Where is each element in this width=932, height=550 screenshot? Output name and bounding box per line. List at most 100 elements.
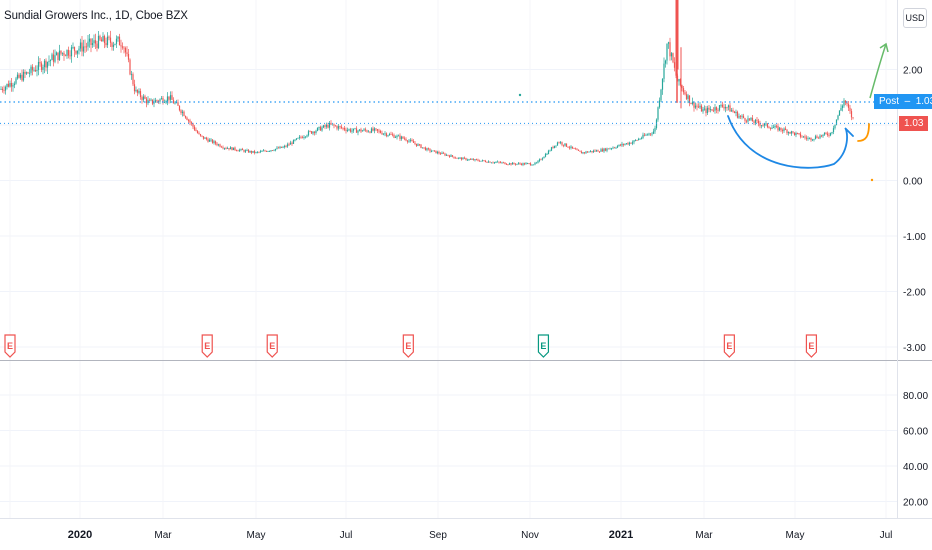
candle-body xyxy=(183,111,185,116)
candle-body xyxy=(154,100,157,103)
candle-body xyxy=(546,154,548,155)
candle-body xyxy=(432,150,434,152)
candle-body xyxy=(598,151,601,153)
candle-body xyxy=(844,100,847,103)
candle-body xyxy=(265,151,268,152)
candle-body xyxy=(520,163,523,165)
candle-body xyxy=(759,123,761,126)
candle-body xyxy=(145,98,148,104)
candle-body xyxy=(189,120,191,123)
candle-body xyxy=(793,132,796,136)
candle-body xyxy=(754,119,757,123)
candle-body xyxy=(97,35,100,49)
candle-body xyxy=(489,161,491,163)
candle-body xyxy=(538,159,541,161)
earnings-marker-shape xyxy=(805,334,818,358)
candle-body xyxy=(574,148,577,150)
earnings-marker[interactable]: E xyxy=(537,334,550,358)
handle-curve-drawing[interactable] xyxy=(857,123,870,142)
candle-body xyxy=(355,128,358,133)
candle-body xyxy=(324,125,326,127)
candle-body xyxy=(142,96,145,100)
candle-body xyxy=(814,136,817,139)
candle-body xyxy=(486,162,488,163)
candle-body xyxy=(108,36,110,38)
candle-body xyxy=(717,110,719,111)
candle-body xyxy=(349,129,352,132)
candle-body xyxy=(180,110,182,114)
earnings-marker[interactable]: E xyxy=(805,334,818,358)
candle-body xyxy=(30,66,32,73)
candle-body xyxy=(771,127,773,129)
candle-body xyxy=(819,135,821,139)
candle-body xyxy=(237,150,239,152)
candle-body xyxy=(150,99,152,101)
candle-body xyxy=(337,126,340,129)
candle-body xyxy=(169,95,172,100)
candle-body xyxy=(816,136,818,138)
earnings-marker[interactable]: E xyxy=(4,334,16,358)
candle-body xyxy=(409,139,412,141)
candle-body xyxy=(307,131,310,136)
candle-body xyxy=(199,134,202,136)
candle-body xyxy=(433,150,436,152)
candle-body xyxy=(162,98,164,103)
candle-body xyxy=(774,125,776,128)
earnings-marker[interactable]: E xyxy=(201,334,213,358)
candle-body xyxy=(90,38,92,45)
candle-body xyxy=(370,128,373,133)
candle-body xyxy=(261,151,263,152)
candle-body xyxy=(529,163,532,165)
post-label: Post xyxy=(879,96,900,107)
earnings-marker[interactable]: E xyxy=(266,334,278,358)
currency-button[interactable]: USD xyxy=(903,8,927,28)
candle-body xyxy=(661,78,664,90)
candle-body xyxy=(810,137,812,140)
candle-body xyxy=(414,142,416,144)
candle-body xyxy=(549,150,551,152)
candle-body xyxy=(15,78,17,84)
earnings-marker[interactable]: E xyxy=(723,334,735,358)
candle-body xyxy=(418,144,421,146)
candle-body xyxy=(699,105,701,108)
candle-body xyxy=(121,46,124,48)
earnings-marker[interactable]: E xyxy=(402,334,414,358)
candle-body xyxy=(285,146,287,147)
target-arrow-line[interactable] xyxy=(869,43,887,99)
candle-body xyxy=(751,117,754,122)
candle-body xyxy=(850,111,853,118)
candle-body xyxy=(501,162,503,164)
candle-body xyxy=(397,135,400,137)
candle-body xyxy=(282,146,284,148)
candle-body xyxy=(783,128,785,132)
candle-body xyxy=(222,147,224,149)
post-value: 1.03 xyxy=(915,96,932,107)
user-drawings[interactable] xyxy=(0,42,897,169)
candle-body xyxy=(310,131,313,134)
candle-body xyxy=(267,151,269,152)
candle-body xyxy=(693,101,695,108)
candle-body xyxy=(411,139,413,142)
candle-body xyxy=(96,43,98,49)
grid-lines xyxy=(0,0,897,518)
cup-curve-drawing[interactable] xyxy=(727,115,854,169)
target-arrow-head[interactable] xyxy=(879,42,889,53)
candle-body xyxy=(580,151,583,154)
candle-body xyxy=(822,134,824,137)
candle-body xyxy=(558,142,560,144)
y-tick-label: -1.00 xyxy=(903,232,926,243)
candle-body xyxy=(3,90,5,91)
candle-body xyxy=(670,53,673,57)
candle-body xyxy=(616,146,619,148)
candle-body xyxy=(385,133,388,136)
candle-body xyxy=(61,52,64,54)
candle-body xyxy=(300,136,302,138)
candle-body xyxy=(421,147,424,149)
x-tick-label: Mar xyxy=(695,530,713,541)
candle-body xyxy=(228,148,230,150)
candle-body xyxy=(232,147,235,151)
candle-body xyxy=(474,159,476,161)
candle-body xyxy=(93,40,95,44)
